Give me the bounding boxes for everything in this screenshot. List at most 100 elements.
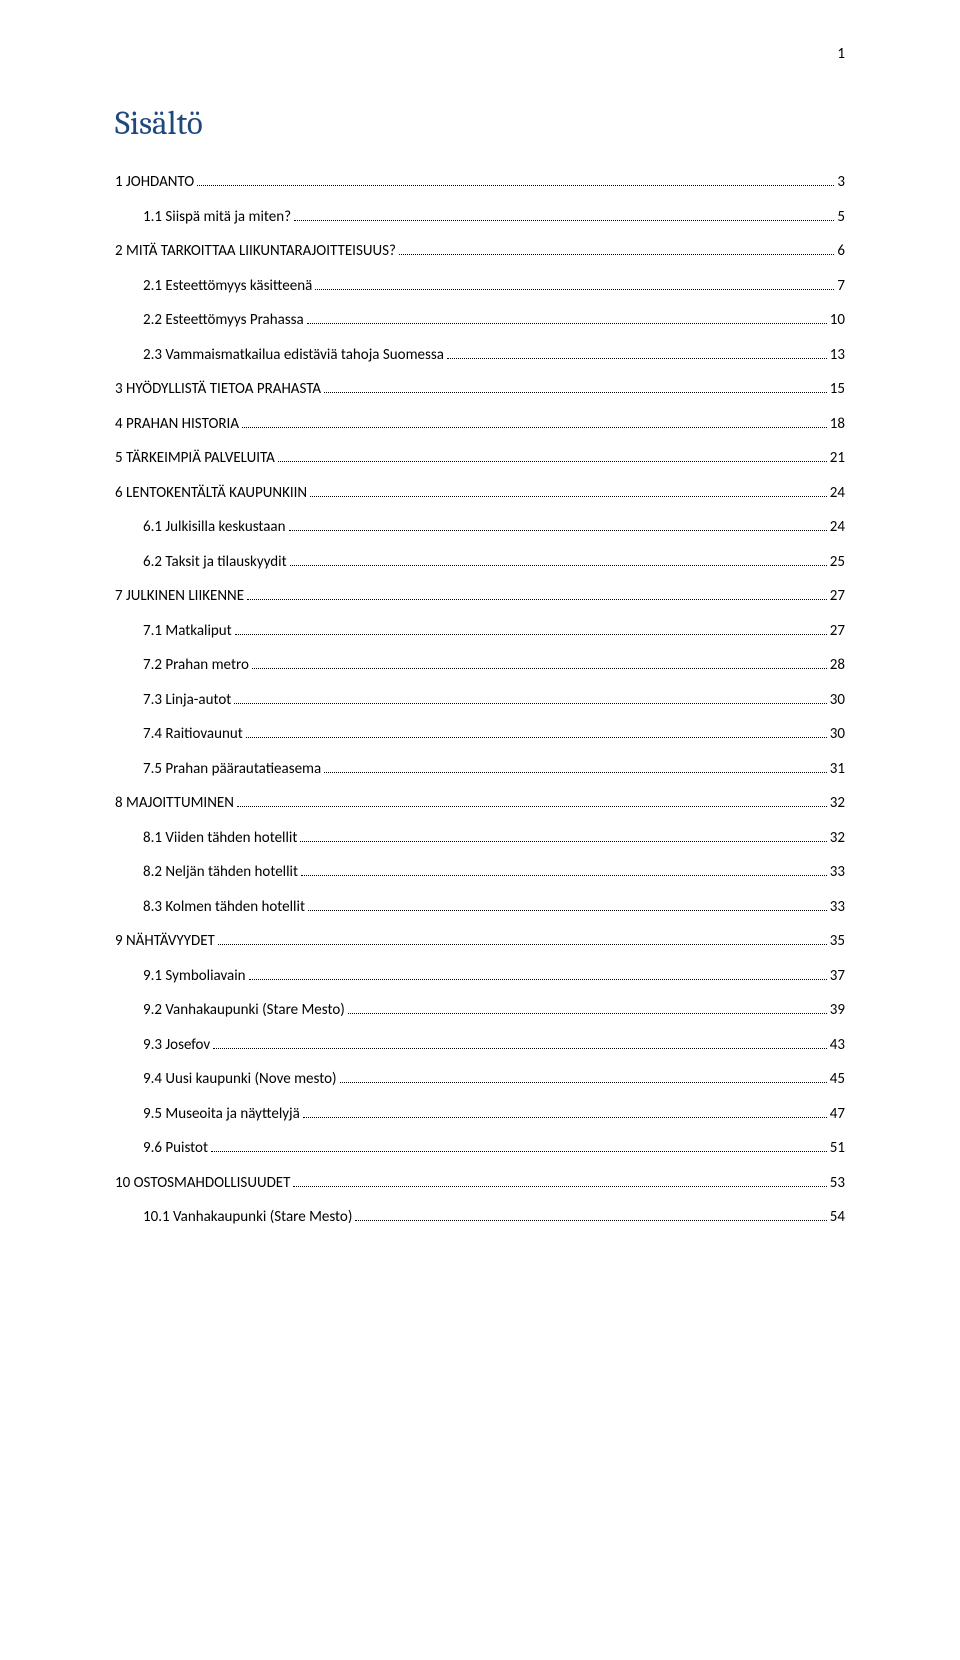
toc-entry-title: 7.1 Matkaliput (143, 624, 232, 639)
toc-dot-leader (213, 1036, 827, 1049)
toc-entry: 3 HYÖDYLLISTÄ TIETOA PRAHASTA15 (115, 380, 845, 397)
toc-dot-leader (324, 380, 827, 393)
toc-entry: 7 JULKINEN LIIKENNE27 (115, 587, 845, 604)
toc-dot-leader (290, 553, 827, 566)
toc-entry-page: 37 (830, 969, 845, 984)
toc-entry: 10 OSTOSMAHDOLLISUUDET53 (115, 1174, 845, 1191)
toc-entry-title: 5 TÄRKEIMPIÄ PALVELUITA (115, 451, 275, 466)
toc-entry-page: 35 (830, 934, 845, 949)
toc-entry: 1 JOHDANTO 3 (115, 173, 845, 190)
toc-entry-page: 30 (830, 727, 845, 742)
toc-dot-leader (247, 587, 827, 600)
toc-entry-title: 2 MITÄ TARKOITTAA LIIKUNTARAJOITTEISUUS? (115, 244, 396, 259)
toc-entry: 9.1 Symboliavain 37 (115, 967, 845, 984)
toc-entry: 9.6 Puistot51 (115, 1139, 845, 1156)
toc-entry: 7.2 Prahan metro 28 (115, 656, 845, 673)
toc-entry: 7.1 Matkaliput 27 (115, 622, 845, 639)
toc-dot-leader (340, 1070, 827, 1083)
toc-entry: 8.3 Kolmen tähden hotellit33 (115, 898, 845, 915)
toc-dot-leader (303, 1105, 827, 1118)
toc-entry-page: 32 (830, 796, 845, 811)
toc-entry: 2.3 Vammaismatkailua edistäviä tahoja Su… (115, 346, 845, 363)
toc-entry-title: 6.1 Julkisilla keskustaan (143, 520, 286, 535)
toc-entry: 8.2 Neljän tähden hotellit33 (115, 863, 845, 880)
toc-entry: 2 MITÄ TARKOITTAA LIIKUNTARAJOITTEISUUS?… (115, 242, 845, 259)
toc-entry: 9 NÄHTÄVYYDET35 (115, 932, 845, 949)
document-page: 1 Sisältö 1 JOHDANTO 3 1.1 Siispä mitä ja … (0, 0, 960, 1660)
toc-dot-leader (300, 829, 826, 842)
toc-entry-page: 24 (830, 486, 845, 501)
toc-entry-page: 7 (837, 279, 845, 294)
toc-entry-title: 6.2 Taksit ja tilauskyydit (143, 555, 287, 570)
toc-entry-page: 25 (830, 555, 845, 570)
toc-dot-leader (218, 932, 827, 945)
toc-entry-title: 8 MAJOITTUMINEN (115, 796, 234, 811)
toc-entry: 2.1 Esteettömyys käsitteenä 7 (115, 277, 845, 294)
toc-entry-page: 21 (830, 451, 845, 466)
toc-entry-title: 9.1 Symboliavain (143, 969, 246, 984)
toc-entry: 8.1 Viiden tähden hotellit 32 (115, 829, 845, 846)
page-number: 1 (837, 45, 845, 63)
toc-entry-page: 13 (830, 348, 845, 363)
toc-entry-page: 10 (830, 313, 845, 328)
toc-entry-title: 7.4 Raitiovaunut (143, 727, 243, 742)
toc-entry-title: 1 JOHDANTO (115, 175, 194, 190)
toc-entry-page: 27 (830, 589, 845, 604)
toc-entry: 5 TÄRKEIMPIÄ PALVELUITA 21 (115, 449, 845, 466)
toc-dot-leader (399, 242, 834, 255)
toc-entry-title: 7.2 Prahan metro (143, 658, 249, 673)
toc-entry: 9.4 Uusi kaupunki (Nove mesto) 45 (115, 1070, 845, 1087)
toc-entry: 7.4 Raitiovaunut 30 (115, 725, 845, 742)
toc-entry: 9.5 Museoita ja näyttelyjä47 (115, 1105, 845, 1122)
toc-entry-page: 33 (830, 865, 845, 880)
toc-entry-page: 5 (837, 210, 845, 225)
toc-entry-page: 27 (830, 624, 845, 639)
toc-entry: 6.2 Taksit ja tilauskyydit 25 (115, 553, 845, 570)
toc-entry-title: 9.3 Josefov (143, 1038, 210, 1053)
toc-entry: 7.3 Linja-autot 30 (115, 691, 845, 708)
toc-entry: 1.1 Siispä mitä ja miten? 5 (115, 208, 845, 225)
toc-entry: 9.2 Vanhakaupunki (Stare Mesto) 39 (115, 1001, 845, 1018)
toc-entry-page: 15 (830, 382, 845, 397)
toc-heading: Sisältö (115, 105, 845, 143)
toc-dot-leader (447, 346, 827, 359)
toc-dot-leader (307, 311, 827, 324)
toc-dot-leader (242, 415, 827, 428)
toc-entry-title: 10 OSTOSMAHDOLLISUUDET (115, 1176, 290, 1191)
toc-entry-page: 54 (830, 1210, 845, 1225)
toc-entry-title: 2.1 Esteettömyys käsitteenä (143, 279, 312, 294)
toc-entry: 4 PRAHAN HISTORIA18 (115, 415, 845, 432)
toc-dot-leader (234, 691, 827, 704)
toc-entry: 10.1 Vanhakaupunki (Stare Mesto) 54 (115, 1208, 845, 1225)
toc-entry-page: 30 (830, 693, 845, 708)
toc-dot-leader (237, 794, 827, 807)
toc-entry-title: 10.1 Vanhakaupunki (Stare Mesto) (143, 1210, 352, 1225)
toc-dot-leader (289, 518, 827, 531)
toc-entry: 6.1 Julkisilla keskustaan24 (115, 518, 845, 535)
toc-entry-title: 8.1 Viiden tähden hotellit (143, 831, 297, 846)
toc-entry-title: 9.4 Uusi kaupunki (Nove mesto) (143, 1072, 337, 1087)
toc-entry-title: 7.3 Linja-autot (143, 693, 231, 708)
toc-entry: 9.3 Josefov43 (115, 1036, 845, 1053)
toc-entry-page: 28 (830, 658, 845, 673)
toc-entry-page: 39 (830, 1003, 845, 1018)
toc-dot-leader (301, 863, 827, 876)
toc-entry-page: 45 (830, 1072, 845, 1087)
toc-dot-leader (294, 208, 834, 221)
toc-dot-leader (211, 1139, 827, 1152)
toc-dot-leader (252, 656, 827, 669)
toc-entry-title: 6 LENTOKENTÄLTÄ KAUPUNKIIN (115, 486, 307, 501)
toc-entry-title: 9.5 Museoita ja näyttelyjä (143, 1107, 300, 1122)
toc-entry-title: 9.6 Puistot (143, 1141, 208, 1156)
toc-entry-title: 2.2 Esteettömyys Prahassa (143, 313, 304, 328)
toc-dot-leader (324, 760, 827, 773)
toc-entry-page: 32 (830, 831, 845, 846)
toc-entry-title: 9.2 Vanhakaupunki (Stare Mesto) (143, 1003, 345, 1018)
toc-dot-leader (197, 173, 834, 186)
toc-entry-title: 1.1 Siispä mitä ja miten? (143, 210, 291, 225)
toc-entry-page: 33 (830, 900, 845, 915)
toc-dot-leader (278, 449, 827, 462)
toc-dot-leader (308, 898, 827, 911)
toc-entry-page: 3 (837, 175, 845, 190)
toc-dot-leader (235, 622, 827, 635)
